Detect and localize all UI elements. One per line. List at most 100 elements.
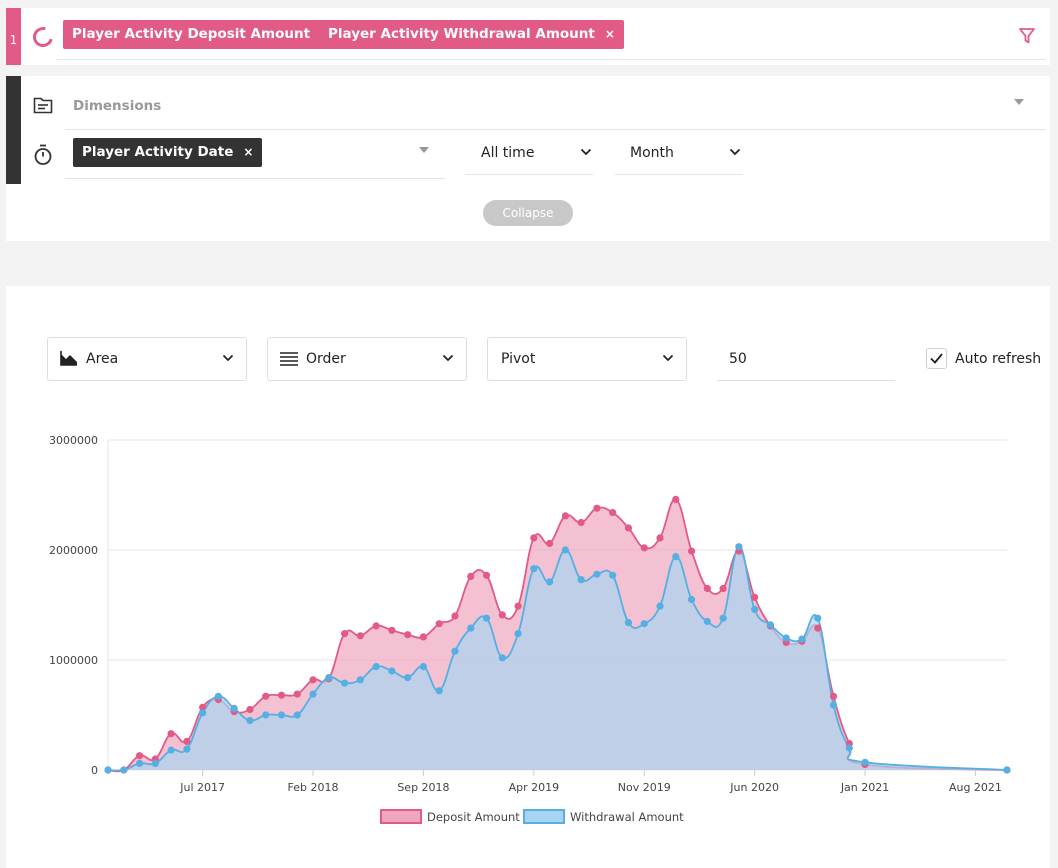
data-point-withdrawal[interactable] xyxy=(719,614,727,622)
data-point-withdrawal[interactable] xyxy=(656,602,664,610)
data-point-withdrawal[interactable] xyxy=(277,711,286,719)
data-point-withdrawal[interactable] xyxy=(404,674,412,682)
data-point-withdrawal[interactable] xyxy=(482,614,491,622)
dimensions-placeholder[interactable]: Dimensions xyxy=(73,98,162,114)
data-point-deposit[interactable] xyxy=(435,620,443,628)
data-point-withdrawal[interactable] xyxy=(751,605,759,613)
data-point-withdrawal[interactable] xyxy=(703,617,711,626)
measure-tag-deposit[interactable]: Player Activity Deposit Amount× xyxy=(63,20,340,49)
data-point-withdrawal[interactable] xyxy=(467,624,475,632)
data-point-withdrawal[interactable] xyxy=(104,766,112,774)
data-point-deposit[interactable] xyxy=(672,495,680,503)
remove-icon[interactable]: × xyxy=(604,27,615,41)
data-point-withdrawal[interactable] xyxy=(498,654,506,662)
data-point-withdrawal[interactable] xyxy=(514,630,522,638)
data-point-withdrawal[interactable] xyxy=(120,766,128,774)
data-point-withdrawal[interactable] xyxy=(577,576,585,584)
data-point-withdrawal[interactable] xyxy=(687,595,696,604)
data-point-deposit[interactable] xyxy=(498,611,506,619)
collapse-button[interactable]: Collapse xyxy=(483,200,573,226)
data-point-deposit[interactable] xyxy=(467,572,475,580)
data-point-withdrawal[interactable] xyxy=(340,679,349,687)
data-point-deposit[interactable] xyxy=(624,524,633,532)
data-point-deposit[interactable] xyxy=(609,509,617,517)
data-point-withdrawal[interactable] xyxy=(735,543,743,551)
data-point-deposit[interactable] xyxy=(751,593,759,601)
data-point-withdrawal[interactable] xyxy=(309,690,317,698)
remove-icon[interactable]: × xyxy=(243,145,254,159)
measure-tag-withdrawal[interactable]: Player Activity Withdrawal Amount × xyxy=(319,20,624,49)
data-point-deposit[interactable] xyxy=(687,547,696,555)
data-point-withdrawal[interactable] xyxy=(624,619,633,627)
data-point-deposit[interactable] xyxy=(199,703,207,711)
data-point-withdrawal[interactable] xyxy=(451,647,459,655)
data-point-deposit[interactable] xyxy=(593,504,601,512)
data-point-deposit[interactable] xyxy=(561,512,569,520)
data-point-withdrawal[interactable] xyxy=(546,578,554,586)
data-point-deposit[interactable] xyxy=(388,626,396,634)
data-point-deposit[interactable] xyxy=(814,624,822,632)
data-point-deposit[interactable] xyxy=(829,692,838,700)
data-point-withdrawal[interactable] xyxy=(167,746,175,754)
data-point-deposit[interactable] xyxy=(183,737,191,745)
granularity-select[interactable]: Month xyxy=(630,145,674,161)
data-point-withdrawal[interactable] xyxy=(214,692,223,700)
data-point-withdrawal[interactable] xyxy=(1003,766,1011,774)
data-point-withdrawal[interactable] xyxy=(325,674,333,682)
data-point-deposit[interactable] xyxy=(514,602,522,610)
data-point-deposit[interactable] xyxy=(309,676,317,684)
data-point-deposit[interactable] xyxy=(356,632,364,640)
chevron-down-icon[interactable] xyxy=(729,148,741,156)
auto-refresh-checkbox[interactable] xyxy=(926,348,947,369)
chart-type-select[interactable]: Area xyxy=(47,337,247,381)
data-point-deposit[interactable] xyxy=(262,692,270,700)
chevron-down-icon[interactable] xyxy=(580,148,592,156)
time-dimension-dropdown-icon[interactable] xyxy=(419,147,429,153)
data-point-deposit[interactable] xyxy=(167,730,175,738)
data-point-deposit[interactable] xyxy=(577,518,585,527)
data-point-withdrawal[interactable] xyxy=(199,709,207,717)
data-point-withdrawal[interactable] xyxy=(372,663,380,671)
data-point-deposit[interactable] xyxy=(372,622,380,630)
data-point-deposit[interactable] xyxy=(135,752,144,760)
data-point-withdrawal[interactable] xyxy=(230,704,238,712)
data-point-deposit[interactable] xyxy=(530,534,538,542)
data-point-deposit[interactable] xyxy=(277,691,286,699)
time-dimension-tag[interactable]: Player Activity Date × xyxy=(73,138,263,167)
filter-icon[interactable] xyxy=(1018,27,1036,45)
data-point-withdrawal[interactable] xyxy=(766,621,775,629)
data-point-deposit[interactable] xyxy=(451,612,459,620)
data-point-withdrawal[interactable] xyxy=(388,667,396,675)
data-point-withdrawal[interactable] xyxy=(151,759,159,767)
data-point-deposit[interactable] xyxy=(656,534,664,542)
data-point-withdrawal[interactable] xyxy=(814,614,822,622)
data-point-withdrawal[interactable] xyxy=(419,663,428,671)
data-point-deposit[interactable] xyxy=(482,571,491,579)
data-point-deposit[interactable] xyxy=(419,633,428,641)
pivot-select[interactable]: Pivot xyxy=(487,337,687,381)
data-point-withdrawal[interactable] xyxy=(561,546,569,554)
data-point-withdrawal[interactable] xyxy=(356,676,364,684)
order-select[interactable]: Order xyxy=(267,337,467,381)
limit-input[interactable]: 50 xyxy=(717,337,895,381)
data-point-withdrawal[interactable] xyxy=(782,634,790,642)
data-point-deposit[interactable] xyxy=(703,584,711,593)
data-point-withdrawal[interactable] xyxy=(609,571,617,579)
data-point-withdrawal[interactable] xyxy=(135,759,144,767)
data-point-withdrawal[interactable] xyxy=(435,687,443,695)
data-point-deposit[interactable] xyxy=(293,690,301,698)
data-point-withdrawal[interactable] xyxy=(640,620,648,628)
data-point-withdrawal[interactable] xyxy=(530,565,538,573)
data-point-withdrawal[interactable] xyxy=(262,711,270,719)
data-point-deposit[interactable] xyxy=(340,630,349,638)
data-point-deposit[interactable] xyxy=(640,544,648,552)
date-range-select[interactable]: All time xyxy=(481,145,535,161)
data-point-withdrawal[interactable] xyxy=(861,758,869,766)
data-point-deposit[interactable] xyxy=(719,584,727,593)
data-point-withdrawal[interactable] xyxy=(593,570,601,578)
data-point-deposit[interactable] xyxy=(404,631,412,639)
data-point-withdrawal[interactable] xyxy=(672,553,680,561)
data-point-deposit[interactable] xyxy=(546,539,554,547)
data-point-deposit[interactable] xyxy=(246,705,254,714)
data-point-withdrawal[interactable] xyxy=(845,744,853,752)
